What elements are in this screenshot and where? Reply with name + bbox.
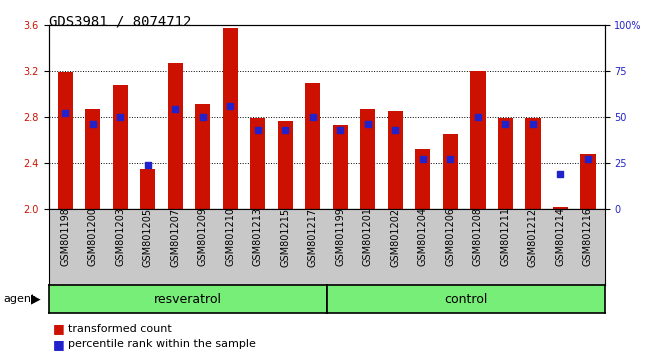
Bar: [443, 134, 458, 209]
Point: [335, 127, 346, 132]
Text: ■: ■: [53, 338, 65, 350]
Point: [60, 110, 70, 116]
Point: [307, 114, 318, 120]
Text: GDS3981 / 8074712: GDS3981 / 8074712: [49, 14, 191, 28]
Bar: [58, 72, 73, 209]
Point: [280, 127, 291, 132]
Point: [390, 127, 400, 132]
Point: [473, 114, 483, 120]
Bar: [278, 121, 293, 209]
Point: [583, 156, 593, 162]
Text: control: control: [444, 293, 488, 306]
Bar: [553, 207, 568, 209]
Bar: [333, 125, 348, 209]
Bar: [112, 85, 128, 209]
Bar: [223, 28, 238, 209]
Bar: [195, 104, 211, 209]
Bar: [85, 109, 100, 209]
Point: [445, 156, 456, 162]
Text: ■: ■: [53, 322, 65, 335]
Bar: [388, 111, 403, 209]
Point: [418, 156, 428, 162]
Text: agent: agent: [3, 294, 36, 304]
Point: [88, 121, 98, 127]
Bar: [415, 149, 430, 209]
Bar: [140, 169, 155, 209]
Bar: [471, 71, 486, 209]
Point: [363, 121, 373, 127]
Bar: [306, 84, 320, 209]
Bar: [580, 154, 595, 209]
Bar: [168, 63, 183, 209]
Text: resveratrol: resveratrol: [153, 293, 222, 306]
Point: [253, 127, 263, 132]
Point: [170, 107, 181, 112]
Bar: [498, 118, 513, 209]
Point: [142, 162, 153, 167]
Bar: [525, 118, 541, 209]
Point: [528, 121, 538, 127]
Text: transformed count: transformed count: [68, 324, 172, 333]
Text: percentile rank within the sample: percentile rank within the sample: [68, 339, 256, 349]
Point: [555, 171, 566, 177]
Text: ▶: ▶: [31, 293, 41, 306]
Point: [198, 114, 208, 120]
Point: [115, 114, 125, 120]
Point: [225, 103, 235, 109]
Point: [500, 121, 511, 127]
Bar: [360, 109, 376, 209]
Bar: [250, 118, 265, 209]
